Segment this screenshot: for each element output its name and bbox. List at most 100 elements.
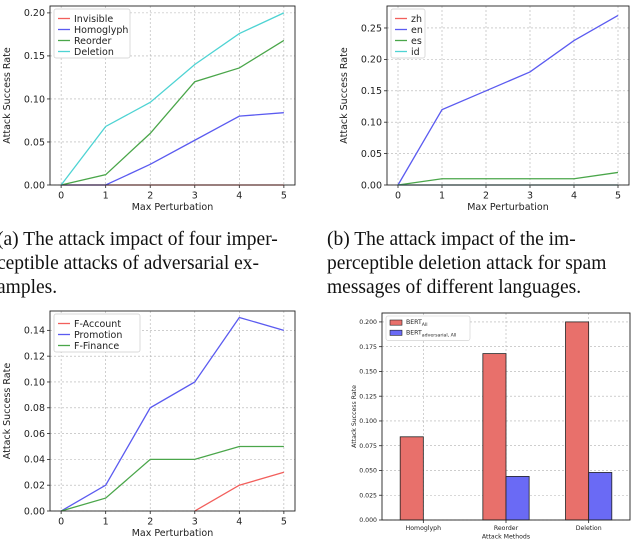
legend-swatch: [389, 319, 403, 326]
y-tick-label: 0.15: [361, 86, 382, 97]
y-axis-label: Attack Success Rate: [2, 47, 13, 144]
legend-swatch: [389, 329, 403, 336]
legend-label: zh: [411, 14, 422, 25]
y-tick-label: 0.20: [361, 55, 382, 66]
bar-reorder-series-0: [482, 353, 507, 521]
y-tick-label: 0.02: [24, 481, 45, 492]
series-line-es: [397, 171, 619, 186]
y-tick-label: 0.025: [359, 492, 377, 499]
caption-a-line-2: ceptible attacks of adversarial ex-: [0, 253, 260, 274]
y-tick-label: 0.12: [24, 351, 45, 362]
caption-a-line-1: (a) The attack impact of four imper-: [0, 229, 278, 250]
series-line-deletion: [60, 12, 285, 186]
bar-deletion-series-0: [565, 321, 590, 521]
legend-label: Reorder: [74, 36, 111, 47]
y-tick-label: 0.00: [24, 506, 45, 517]
y-tick-label: 0.125: [359, 393, 377, 400]
plot-frame: [49, 5, 296, 186]
y-tick-label: 0.05: [24, 137, 45, 148]
legend-label: Invisible: [74, 14, 113, 25]
legend-box: [53, 313, 141, 353]
caption-b-line-1: (b) The attack impact of the im-: [327, 229, 576, 250]
x-tick-label: 4: [236, 191, 242, 202]
chart-d-bert-bar: 0.000 0.025 0.050 0.075 0.100 0.125 0.150 0.175…: [351, 312, 631, 540]
series-line-f-finance: [60, 445, 284, 512]
legend-label: en: [411, 25, 423, 36]
y-tick-label: 0.06: [24, 429, 45, 440]
legend-box: [390, 8, 426, 59]
bar-deletion-series-1: [588, 472, 613, 521]
series-line-homoglyph: [61, 112, 284, 186]
x-tick-label: 2: [147, 517, 153, 528]
x-tick-label: 5: [281, 517, 287, 528]
legend-label: Promotion: [74, 330, 122, 341]
legend-label: Deletion: [74, 47, 114, 58]
y-tick-label: 0.000: [359, 517, 377, 524]
caption-a: (a) The attack impact of four imper- cep…: [0, 228, 309, 300]
y-tick-label: 0.175: [359, 344, 377, 351]
x-tick-label: 2: [147, 191, 153, 202]
y-tick-label: 0.04: [24, 455, 45, 466]
y-axis-label: Attack Success Rate: [339, 47, 350, 144]
x-tick-label: 2: [483, 191, 489, 202]
y-tick-label: 0.15: [24, 51, 45, 62]
plot-frame: [49, 310, 296, 512]
y-tick-label: 0.05: [361, 149, 382, 160]
x-tick-label: 0: [58, 517, 64, 528]
x-tick-label: 0: [395, 191, 401, 202]
series-line-promotion: [60, 316, 285, 512]
x-tick-label: 3: [527, 191, 533, 202]
caption-b: (b) The attack impact of the im- percept…: [327, 228, 641, 300]
y-tick-label: 0.10: [361, 118, 382, 129]
caption-a-line-3: amples.: [0, 277, 58, 298]
legend-label: F-Account: [74, 319, 121, 330]
y-tick-label: 0.20: [24, 8, 45, 19]
bar-reorder-series-1: [505, 476, 530, 521]
series-line-reorder: [60, 39, 285, 186]
chart-a-invisible-homoglyph-reorder-deletion: 0.00 0.05 0.10 0.15 0.20 Attack Success Rate 0…: [2, 5, 296, 213]
x-tick-label: 4: [236, 517, 242, 528]
x-tick-label: 1: [103, 517, 109, 528]
x-tick-label: 3: [192, 517, 198, 528]
legend-label: BERTAll: [406, 319, 428, 328]
x-axis-label: Max Perturbation: [132, 528, 214, 539]
y-tick-label: 0.050: [359, 468, 377, 475]
x-tick-label: 5: [281, 191, 287, 202]
x-tick-label: 3: [192, 191, 198, 202]
y-tick-label: 0.10: [24, 377, 45, 388]
x-tick-label: Deletion: [576, 525, 602, 532]
chart-c-spam-categories: 0.00 0.02 0.04 0.06 0.08 0.10 0.12 0.14 Attack S…: [2, 310, 296, 539]
plot-frame: [386, 5, 630, 186]
y-tick-label: 0.00: [24, 180, 45, 191]
series-line-en: [397, 14, 619, 186]
y-tick-label: 0.100: [359, 418, 377, 425]
x-axis-label: Attack Methods: [482, 533, 530, 540]
x-tick-label: 0: [58, 191, 64, 202]
y-tick-label: 0.14: [24, 326, 45, 337]
x-tick-label: 5: [615, 191, 621, 202]
legend-box: [385, 315, 471, 341]
y-axis-label: Attack Success Rate: [2, 363, 13, 460]
y-tick-label: 0.10: [24, 94, 45, 105]
x-axis-label: Max Perturbation: [132, 202, 214, 213]
y-tick-label: 0.08: [24, 403, 45, 414]
series-line-f-account: [194, 471, 285, 512]
y-tick-label: 0.150: [359, 369, 377, 376]
legend-label: Homoglyph: [74, 25, 128, 36]
x-tick-label: Reorder: [494, 525, 519, 532]
x-tick-label: 1: [439, 191, 445, 202]
y-tick-label: 0.00: [361, 180, 382, 191]
chart-b-languages: 0.00 0.05 0.10 0.15 0.20 0.25 Attack Success R…: [339, 5, 630, 213]
x-tick-label: 4: [571, 191, 577, 202]
x-axis-label: Max Perturbation: [467, 202, 549, 213]
caption-b-line-3: messages of different languages.: [327, 277, 582, 298]
y-tick-label: 0.200: [359, 319, 377, 326]
y-tick-label: 0.075: [359, 443, 377, 450]
legend-label: id: [411, 47, 420, 58]
x-tick-label: 1: [103, 191, 109, 202]
y-tick-label: 0.25: [361, 23, 382, 34]
